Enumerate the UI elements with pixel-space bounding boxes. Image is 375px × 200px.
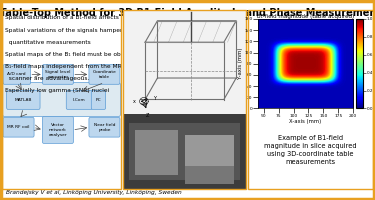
Text: A Table-Top Method for 3D B1-Field Amplitude and Phase Measurements: A Table-Top Method for 3D B1-Field Ampli… xyxy=(0,8,375,18)
Text: A/D card: A/D card xyxy=(8,72,26,76)
Text: Z: Z xyxy=(146,113,149,118)
FancyBboxPatch shape xyxy=(3,117,34,137)
Text: Spatial distribution of a B₁-field affects results: Spatial distribution of a B₁-field affec… xyxy=(6,15,141,20)
Text: Y: Y xyxy=(153,96,156,101)
Text: I-Com: I-Com xyxy=(73,98,86,102)
FancyBboxPatch shape xyxy=(66,91,93,109)
Text: Spatial variations of the signals hampers: Spatial variations of the signals hamper… xyxy=(6,28,126,33)
Bar xyxy=(184,135,234,168)
Bar xyxy=(135,130,178,175)
FancyBboxPatch shape xyxy=(3,82,120,117)
FancyBboxPatch shape xyxy=(3,65,30,84)
Text: Near field
probe: Near field probe xyxy=(94,123,115,132)
Text: Signal level
converter: Signal level converter xyxy=(45,70,70,79)
Text: PC: PC xyxy=(96,98,101,102)
Text: B₁-field maps independent from the MR-: B₁-field maps independent from the MR- xyxy=(6,64,124,69)
Text: quantitative measurements: quantitative measurements xyxy=(6,40,91,45)
Text: Brandejsky V et al, Linköping University, Linköping, Sweden: Brandejsky V et al, Linköping University… xyxy=(6,190,182,195)
Bar xyxy=(129,123,240,180)
Text: MR RF coil: MR RF coil xyxy=(8,125,30,129)
Text: scanner are advantageous.: scanner are advantageous. xyxy=(6,76,90,81)
Text: Especially low gamma (SNR) nuclei: Especially low gamma (SNR) nuclei xyxy=(6,88,110,93)
Text: Coordinate
table: Coordinate table xyxy=(93,70,116,79)
Text: Spatial maps of the B₁ field must be obtained: Spatial maps of the B₁ field must be obt… xyxy=(6,52,140,57)
Bar xyxy=(184,166,234,184)
FancyBboxPatch shape xyxy=(89,117,120,137)
Text: MATLAB: MATLAB xyxy=(15,98,32,102)
FancyBboxPatch shape xyxy=(42,117,74,143)
FancyBboxPatch shape xyxy=(92,91,106,109)
Text: Vector
network
analyser: Vector network analyser xyxy=(49,123,67,137)
Bar xyxy=(123,114,246,189)
Bar xyxy=(123,10,246,114)
FancyBboxPatch shape xyxy=(7,91,40,109)
Text: Example of B1-field
magnitude in slice acquired
using 3D-coordinate table
measur: Example of B1-field magnitude in slice a… xyxy=(264,135,357,165)
FancyBboxPatch shape xyxy=(42,65,74,84)
Text: x: x xyxy=(132,99,135,104)
FancyBboxPatch shape xyxy=(89,65,120,84)
